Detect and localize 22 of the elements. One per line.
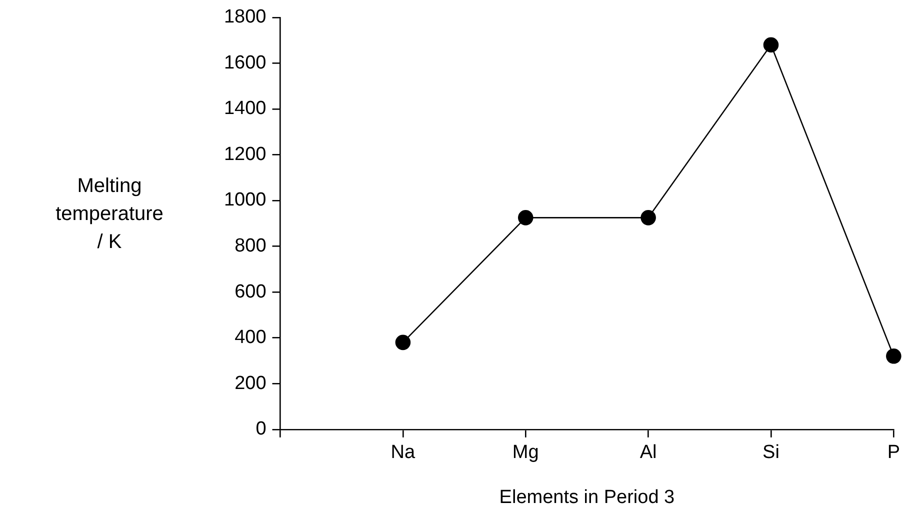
y-tick-label: 400: [234, 327, 266, 348]
point: [886, 348, 902, 364]
point: [518, 210, 534, 226]
y-tick-label: 1800: [224, 6, 266, 28]
point: [395, 334, 411, 350]
y-tick-label: 0: [256, 418, 266, 440]
y-tick-label: 1200: [224, 144, 266, 165]
x-tick-label: Al: [640, 442, 657, 464]
y-tick-label: 600: [234, 281, 266, 302]
y-tick-label: 200: [234, 372, 266, 394]
y-tick-label: 1600: [224, 52, 266, 74]
y-tick-label: 800: [234, 236, 266, 257]
x-axis-title: Elements in Period 3: [499, 486, 675, 508]
x-tick-label: Si: [762, 442, 780, 464]
point: [640, 210, 656, 226]
x-tick-label: Mg: [512, 442, 539, 464]
x-tick-label: Na: [390, 442, 416, 464]
point: [763, 37, 779, 53]
y-tick-label: 1400: [224, 98, 266, 120]
y-tick-label: 1000: [224, 190, 266, 211]
x-tick-label: P: [887, 442, 900, 464]
y-axis-title: Melting temperature / K: [54, 174, 164, 255]
